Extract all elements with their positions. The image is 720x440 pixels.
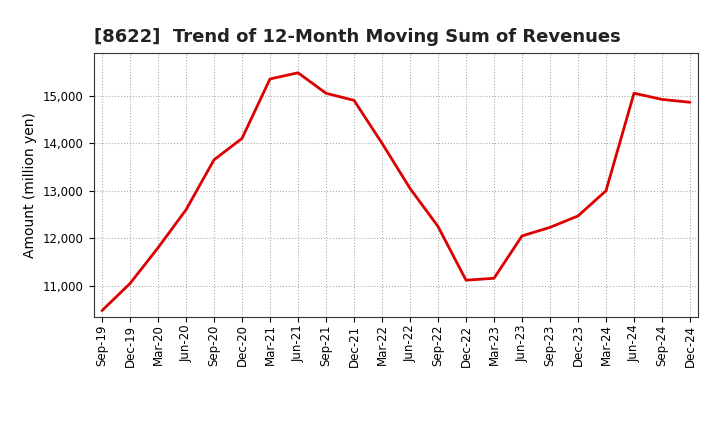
Text: [8622]  Trend of 12-Month Moving Sum of Revenues: [8622] Trend of 12-Month Moving Sum of R… (94, 28, 621, 46)
Y-axis label: Amount (million yen): Amount (million yen) (24, 112, 37, 258)
